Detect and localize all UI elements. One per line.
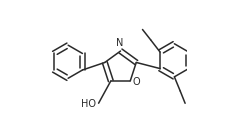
Text: O: O <box>133 77 140 87</box>
Text: N: N <box>116 38 124 48</box>
Text: HO: HO <box>82 99 96 109</box>
